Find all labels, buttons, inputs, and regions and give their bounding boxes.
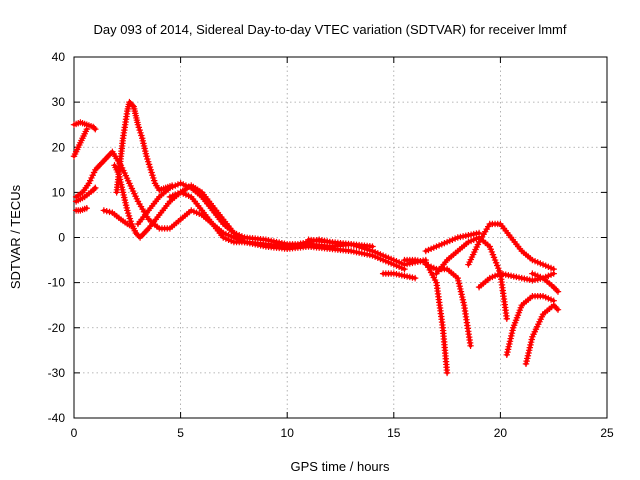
data-point [106, 208, 113, 216]
data-point [83, 204, 90, 212]
series-arc-16 [433, 234, 510, 322]
series-arc-21 [529, 270, 562, 295]
x-tick-label: 15 [387, 426, 401, 440]
y-tick-label: 40 [52, 50, 66, 64]
data-point [103, 207, 110, 215]
data-point [503, 315, 510, 322]
data-point [467, 342, 474, 349]
data-point [554, 306, 562, 313]
data-point [551, 285, 559, 292]
x-tick-label: 0 [71, 426, 78, 440]
series-arc-10 [166, 182, 408, 273]
data-point [91, 124, 98, 132]
series-arc-4 [72, 204, 90, 214]
series-arc-12 [379, 270, 419, 282]
data-point [92, 126, 99, 133]
y-axis-label: SDTVAR / TECUs [8, 184, 23, 289]
y-tick-label: 0 [58, 231, 65, 245]
x-tick-label: 5 [177, 426, 184, 440]
x-tick-label: 20 [494, 426, 508, 440]
y-tick-label: 10 [52, 185, 66, 199]
data-point [134, 231, 141, 238]
series-arc-13 [401, 256, 451, 377]
series-trace [434, 235, 509, 321]
data-point [553, 304, 560, 312]
data-point [554, 288, 562, 295]
data-point [551, 303, 559, 310]
series-arc-19 [503, 292, 557, 359]
series-arc-7 [113, 98, 176, 196]
y-tick-label: 20 [52, 140, 66, 154]
series-arc-20 [522, 301, 562, 368]
y-tick-label: 30 [52, 95, 66, 109]
data-point [553, 286, 560, 294]
data-point [550, 283, 557, 291]
y-tick-label: -30 [48, 366, 66, 380]
data-point [550, 270, 557, 277]
series-arc-5 [72, 184, 99, 205]
data-point [129, 102, 136, 109]
data-points [70, 98, 562, 377]
data-point [443, 369, 451, 377]
data-point [83, 126, 90, 133]
x-tick-label: 10 [281, 426, 295, 440]
grid [74, 57, 607, 418]
x-tick-label: 25 [600, 426, 614, 440]
chart-title: Day 093 of 2014, Sidereal Day-to-day VTE… [94, 22, 567, 37]
plot-frame [73, 56, 608, 419]
data-point [100, 207, 108, 214]
data-point [92, 184, 99, 192]
data-point [411, 274, 419, 282]
series-arc-11 [305, 236, 429, 268]
y-tick-label: -40 [48, 411, 66, 425]
axis-ticks: 0 5 10 15 20 25 -40 -30 -20 -10 0 10 20 30 40 [48, 50, 614, 440]
data-point [91, 185, 98, 193]
series-arc-17 [465, 220, 557, 273]
data-point [550, 301, 557, 309]
series-arc-14 [422, 229, 483, 255]
data-point [132, 229, 140, 237]
x-axis-label: GPS time / hours [291, 459, 390, 474]
y-tick-label: -20 [48, 321, 66, 335]
y-tick-label: -10 [48, 276, 66, 290]
series-arc-1 [70, 119, 99, 133]
series-arc-2 [70, 126, 90, 160]
